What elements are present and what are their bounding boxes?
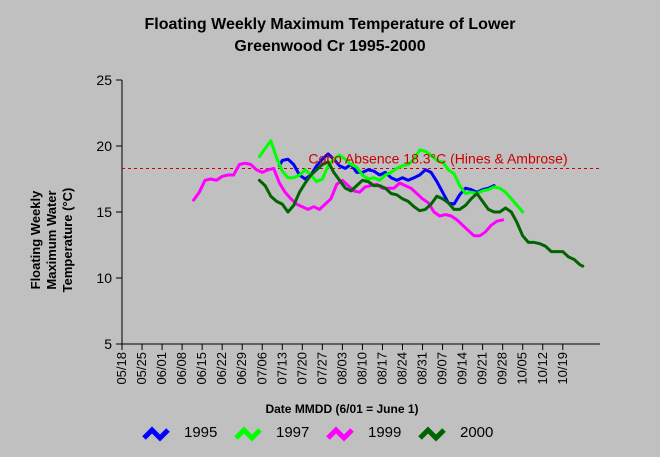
x-tick-label: 10/19 xyxy=(555,352,570,385)
chart-title: Floating Weekly Maximum Temperature of L… xyxy=(0,14,660,58)
y-axis-label-line2: Maximum Water xyxy=(44,190,59,290)
legend: 1995 1997 1999 2000 xyxy=(0,422,660,446)
legend-swatch-1997 xyxy=(234,426,262,442)
x-tick-label: 10/12 xyxy=(535,352,550,385)
y-tick-label: 5 xyxy=(104,336,112,352)
x-tick-label: 06/08 xyxy=(174,352,189,385)
x-tick-label: 06/15 xyxy=(194,352,209,385)
x-tick-label: 07/13 xyxy=(274,352,289,385)
chart-title-line1: Floating Weekly Maximum Temperature of L… xyxy=(144,16,516,33)
series-line-1997 xyxy=(257,139,525,214)
legend-label-1997: 1997 xyxy=(276,424,310,441)
x-tick-label: 06/29 xyxy=(234,352,249,385)
y-axis-label-line3: Temperature (°C) xyxy=(60,187,75,293)
x-tick-label: 08/24 xyxy=(395,352,410,385)
x-tick-label: 09/21 xyxy=(475,352,490,385)
x-tick-label: 06/01 xyxy=(154,352,169,385)
x-tick-label: 09/07 xyxy=(435,352,450,385)
series-line-1999 xyxy=(192,161,505,238)
x-tick-label: 06/22 xyxy=(214,352,229,385)
legend-label-1999: 1999 xyxy=(368,424,402,441)
x-tick-label: 08/10 xyxy=(354,352,369,385)
chart-title-line2: Greenwood Cr 1995-2000 xyxy=(234,38,426,55)
legend-label-2000: 2000 xyxy=(460,424,494,441)
x-tick-label: 08/03 xyxy=(334,352,349,385)
y-axis-label: Floating Weekly Maximum Water Temperatur… xyxy=(28,150,76,330)
x-tick-label: 05/18 xyxy=(114,352,129,385)
x-tick-label: 07/06 xyxy=(254,352,269,385)
x-tick-label: 10/05 xyxy=(515,352,530,385)
legend-swatch-1995 xyxy=(142,426,170,442)
y-tick-label: 25 xyxy=(96,72,112,88)
x-tick-label: 07/27 xyxy=(314,352,329,385)
legend-swatch-2000 xyxy=(418,426,446,442)
y-tick-label: 20 xyxy=(96,138,112,154)
x-tick-label: 05/25 xyxy=(134,352,149,385)
x-tick-label: 09/14 xyxy=(455,352,470,385)
x-axis-label: Date MMDD (6/01 = June 1) xyxy=(265,402,419,416)
legend-label-1995: 1995 xyxy=(184,424,218,441)
legend-swatch-1999 xyxy=(326,426,354,442)
x-tick-label: 08/17 xyxy=(374,352,389,385)
x-tick-label: 08/31 xyxy=(415,352,430,385)
x-tick-label: 07/20 xyxy=(294,352,309,385)
reference-line-label: Coho Absence 18.3°C (Hines & Ambrose) xyxy=(308,150,567,166)
y-tick-label: 15 xyxy=(96,204,112,220)
x-tick-label: 09/28 xyxy=(495,352,510,385)
y-axis-label-line1: Floating Weekly xyxy=(28,190,43,290)
y-tick-label: 10 xyxy=(96,270,112,286)
series-line-2000 xyxy=(257,160,585,268)
